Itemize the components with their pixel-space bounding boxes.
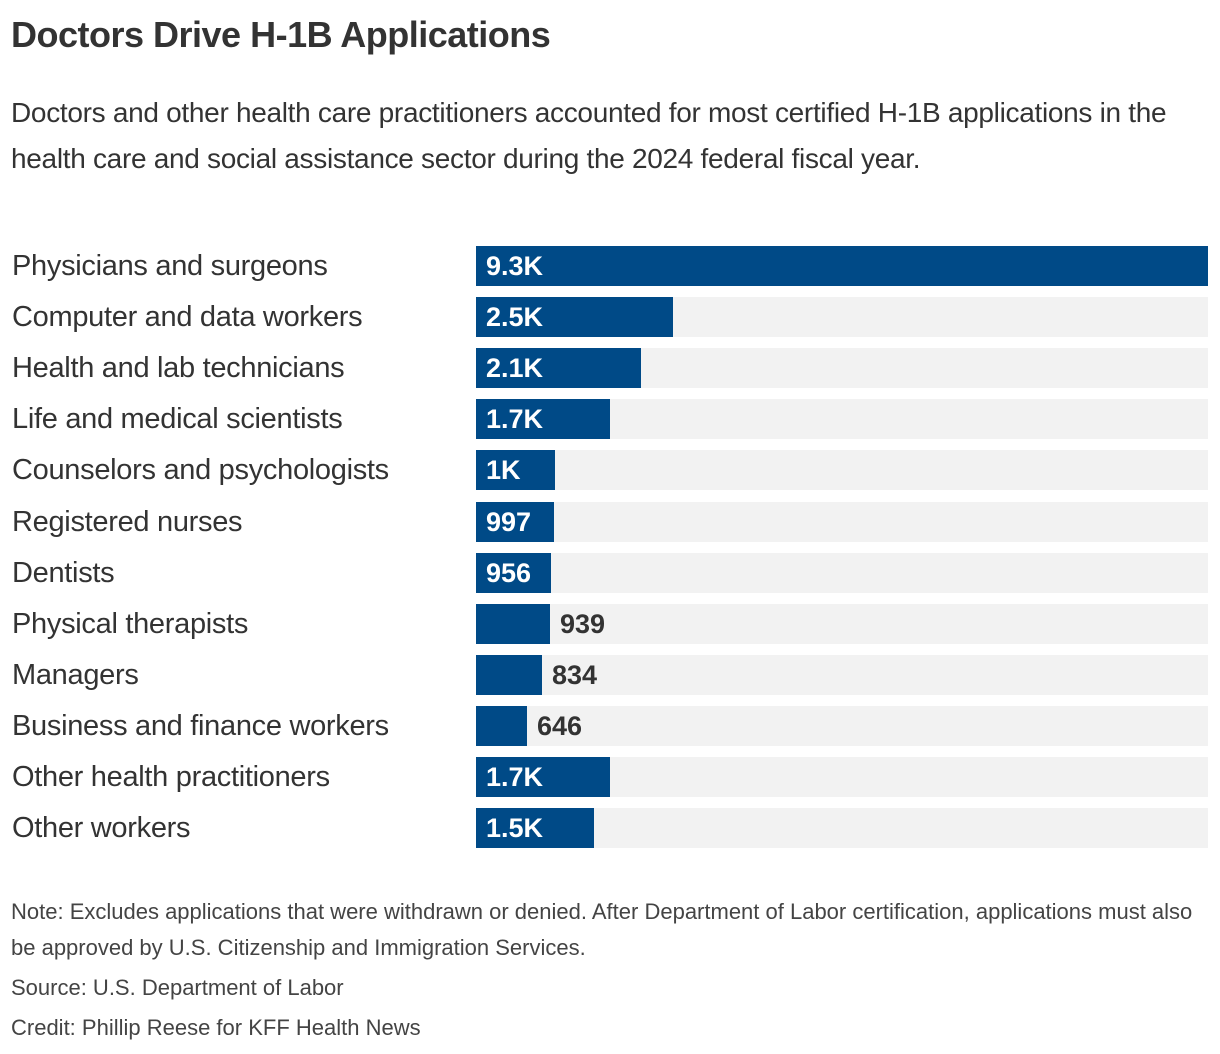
bar xyxy=(476,450,555,490)
source-text: Source: U.S. Department of Labor xyxy=(11,975,344,1000)
bar xyxy=(476,655,542,695)
bar-track xyxy=(476,553,1208,593)
value-label: 2.1K xyxy=(486,353,544,383)
bar-track xyxy=(476,450,1208,490)
category-label: Other health practitioners xyxy=(12,761,330,793)
value-label: 1.7K xyxy=(486,404,544,434)
category-label: Business and finance workers xyxy=(12,710,389,742)
category-label: Physical therapists xyxy=(12,608,249,640)
value-label: 1.7K xyxy=(486,762,544,792)
value-label: 956 xyxy=(486,558,532,588)
bar xyxy=(476,399,610,439)
value-label: 1K xyxy=(486,455,521,485)
credit-text: Credit: Phillip Reese for KFF Health New… xyxy=(11,1015,421,1040)
bar xyxy=(476,502,554,542)
category-label: Other workers xyxy=(12,812,191,844)
value-label: 939 xyxy=(560,609,606,639)
chart-title: Doctors Drive H-1B Applications xyxy=(11,14,551,55)
bar-track xyxy=(476,604,1208,644)
value-label: 1.5K xyxy=(486,813,544,843)
chart-subtitle: Doctors and other health care practition… xyxy=(11,97,1167,174)
bar-track xyxy=(476,502,1208,542)
bar xyxy=(476,808,594,848)
bar xyxy=(476,246,1208,286)
category-label: Life and medical scientists xyxy=(12,403,343,435)
category-label: Computer and data workers xyxy=(12,301,363,333)
category-label: Dentists xyxy=(12,557,115,589)
category-label: Health and lab technicians xyxy=(12,352,345,384)
bar xyxy=(476,757,610,797)
category-label: Registered nurses xyxy=(12,506,243,538)
note-text: Note: Excludes applications that were wi… xyxy=(11,899,1193,960)
value-label: 9.3K xyxy=(486,251,544,281)
value-label: 2.5K xyxy=(486,302,544,332)
category-label: Counselors and psychologists xyxy=(12,454,389,486)
category-label: Physicians and surgeons xyxy=(12,250,328,282)
bar xyxy=(476,297,673,337)
value-label: 834 xyxy=(552,660,598,690)
bar-track xyxy=(476,808,1208,848)
bar xyxy=(476,553,551,593)
bar xyxy=(476,348,641,388)
chart-notes: Note: Excludes applications that were wi… xyxy=(11,894,1211,1046)
bar-track xyxy=(476,655,1208,695)
bar xyxy=(476,604,550,644)
bar-track xyxy=(476,706,1208,746)
value-label: 646 xyxy=(537,711,583,741)
category-label: Managers xyxy=(12,659,139,691)
bar xyxy=(476,706,527,746)
value-label: 997 xyxy=(486,507,532,537)
